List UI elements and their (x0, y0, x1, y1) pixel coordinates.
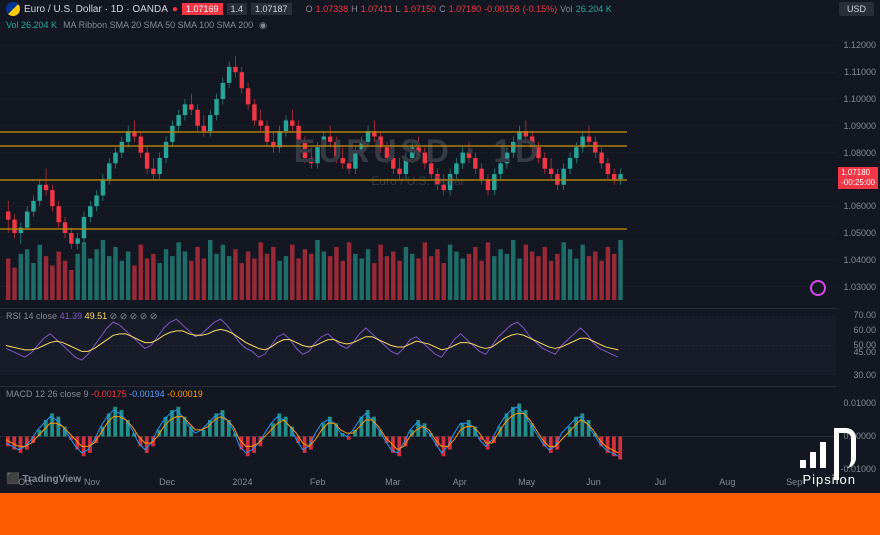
footer-bar (0, 493, 880, 535)
tradingview-logo[interactable]: ⬛ TradingView (6, 472, 81, 485)
price-chart-pane[interactable]: EURUSD · 1D Euro / U.S. Dollar (0, 32, 836, 300)
time-axis[interactable]: OctNovDec2024FebMarAprMayJunJulAugSep (0, 477, 836, 493)
price-spread: 1.4 (227, 3, 248, 15)
macd-legend: MACD 12 26 close 9 -0.00175 -0.00194 -0.… (6, 389, 203, 399)
rsi-legend: RSI 14 close 41.39 49.51 ⊘ ⊘ ⊘ ⊘ ⊘ (6, 311, 157, 322)
currency-selector[interactable]: USD (839, 2, 874, 16)
ohlc-readout: O1.07338 H1.07411 L1.07150 C1.07180 -0.0… (306, 4, 612, 14)
chart-header: Euro / U.S. Dollar · 1D · OANDA ● 1.0716… (0, 0, 880, 18)
rsi-pane[interactable]: RSI 14 close 41.39 49.51 ⊘ ⊘ ⊘ ⊘ ⊘ (0, 308, 836, 382)
macd-pane[interactable]: MACD 12 26 close 9 -0.00175 -0.00194 -0.… (0, 386, 836, 476)
rsi-axis[interactable]: 30.0045.0050.0060.0070.00 (836, 308, 880, 382)
marker-icon[interactable] (810, 280, 826, 296)
eye-icon[interactable]: ◉ (259, 20, 267, 31)
price-current: 1.07169 (182, 3, 223, 15)
price-bid: 1.07187 (251, 3, 292, 15)
symbol-icon (6, 2, 20, 16)
indicator-legend: Vol 26.204 K MA Ribbon SMA 20 SMA 50 SMA… (0, 18, 880, 32)
pipsilon-logo: Pipsilon (800, 428, 856, 487)
price-axis[interactable]: 1.030001.040001.050001.060001.070001.080… (836, 32, 880, 300)
symbol-title[interactable]: Euro / U.S. Dollar · 1D · OANDA (24, 4, 168, 15)
